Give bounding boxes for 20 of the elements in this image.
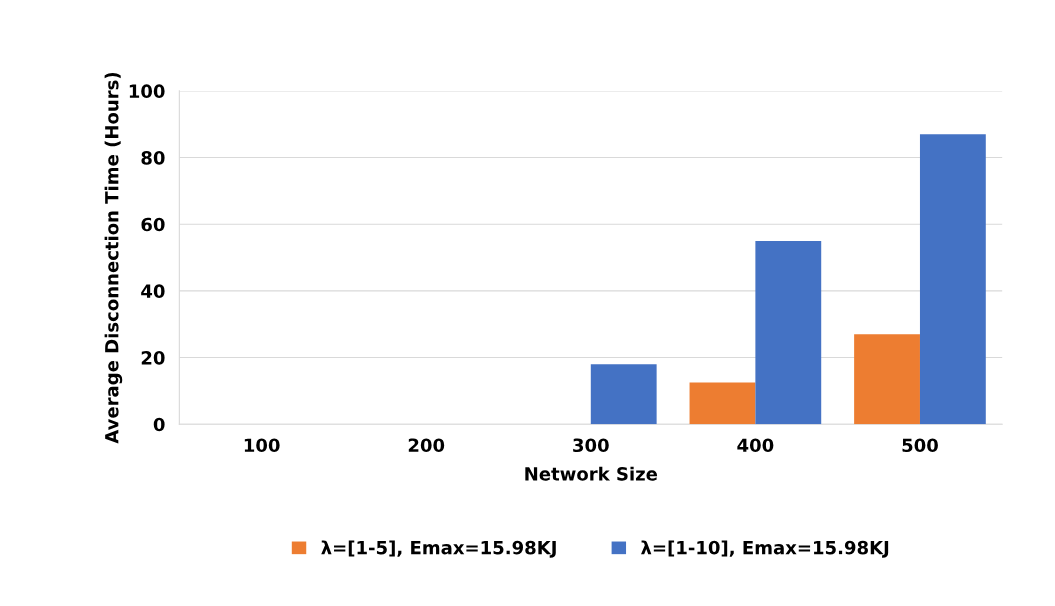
legend-label: λ=[1-10], Emax=15.98KJ [641,540,889,558]
y-tick-label: 100 [129,84,165,99]
y-tick-label: 20 [141,351,165,365]
bar [689,382,756,425]
y-tick-label: 80 [141,151,165,165]
x-axis-title: Network Size [525,466,658,481]
bar [854,334,920,425]
legend-label: λ=[1-5], Emax=15.98KJ [321,540,556,558]
bar [590,364,657,425]
bar [919,134,986,425]
x-tick-label: 200 [408,438,445,453]
x-tick-label: 300 [573,438,609,453]
y-axis-title: Average Disconnection Time (Hours) [104,72,123,444]
x-tick-label: 100 [244,438,280,453]
x-tick-label: 500 [902,438,938,453]
bar [755,240,822,425]
y-tick-label: 0 [153,417,165,432]
y-tick-label: 40 [141,284,165,298]
y-tick-label: 60 [141,217,165,232]
x-tick-label: 400 [737,438,774,453]
